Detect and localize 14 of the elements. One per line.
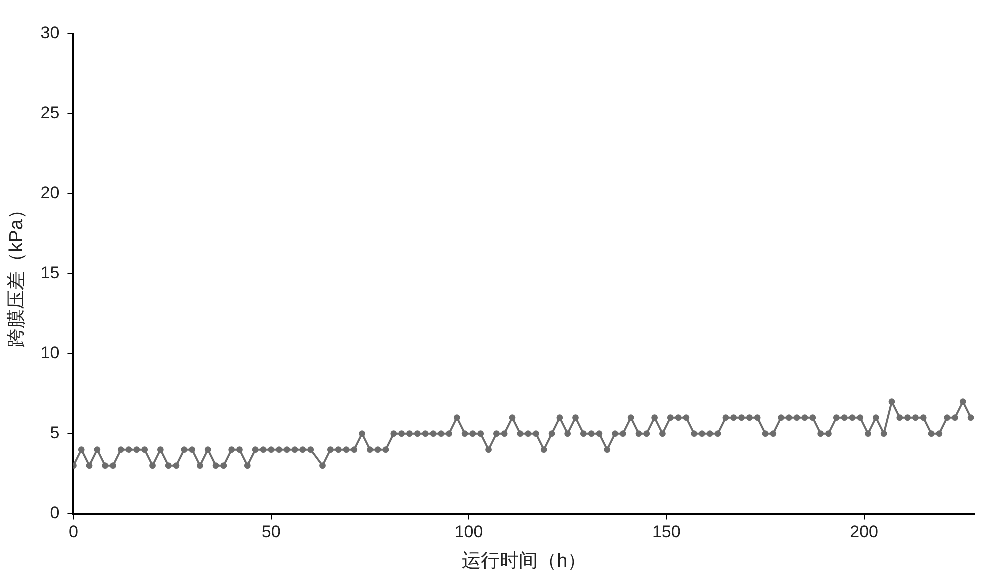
y-tick-label: 20 xyxy=(40,184,60,203)
y-tick-label: 15 xyxy=(40,264,60,283)
y-tick-label: 0 xyxy=(50,503,60,522)
x-tick-label: 0 xyxy=(68,522,78,542)
x-tick-label: 50 xyxy=(262,522,281,542)
x-axis-title: 运行时间（h） xyxy=(462,550,587,572)
x-tick-label: 100 xyxy=(454,522,484,542)
y-tick-label: 25 xyxy=(40,104,60,123)
x-tick-label: 200 xyxy=(850,522,879,542)
y-tick-label: 5 xyxy=(50,424,60,443)
y-axis-title: 跨膜压差（kPa） xyxy=(6,200,28,348)
x-tick-label: 150 xyxy=(652,522,681,542)
y-tick-label: 30 xyxy=(40,24,60,43)
y-tick-label: 10 xyxy=(40,344,60,363)
